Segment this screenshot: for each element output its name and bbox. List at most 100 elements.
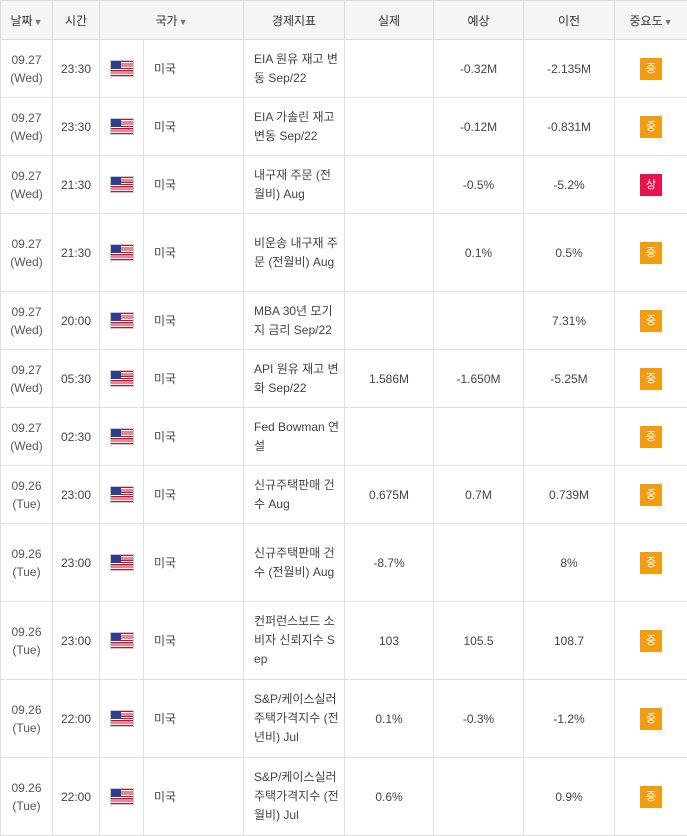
indicator-cell[interactable]: API 원유 재고 변화 Sep/22	[244, 350, 345, 408]
actual-cell: 1.586M	[345, 350, 434, 408]
actual-cell	[345, 40, 434, 98]
us-flag-icon	[111, 61, 133, 76]
indicator-cell[interactable]: 신규주택판매 건수 (전월비) Aug	[244, 524, 345, 602]
flag-cell	[100, 40, 144, 98]
time-cell: 23:30	[53, 40, 100, 98]
us-flag-icon	[111, 429, 133, 444]
date-value: 09.27	[1, 235, 52, 253]
indicator-column-header: 경제지표	[244, 1, 345, 40]
flag-cell	[100, 292, 144, 350]
time-cell: 02:30	[53, 408, 100, 466]
actual-cell	[345, 292, 434, 350]
flag-cell	[100, 350, 144, 408]
previous-cell: 8%	[524, 524, 615, 602]
indicator-cell[interactable]: S&P/케이스실러 주택가격지수 (전년비) Jul	[244, 680, 345, 758]
forecast-cell: -1.650M	[434, 350, 524, 408]
previous-cell: -0.831M	[524, 98, 615, 156]
date-value: 09.27	[1, 419, 52, 437]
importance-badge: 중	[640, 708, 662, 730]
importance-badge: 중	[640, 116, 662, 138]
header-row: 날짜▼ 시간 국가▼ 경제지표 실제 예상 이전 중요도▼	[1, 1, 687, 40]
country-cell: 미국	[144, 680, 244, 758]
forecast-cell: -0.3%	[434, 680, 524, 758]
time-cell: 23:00	[53, 602, 100, 680]
weekday-value: (Wed)	[1, 321, 52, 339]
importance-badge: 중	[640, 786, 662, 808]
importance-badge: 중	[640, 484, 662, 506]
date-value: 09.27	[1, 51, 52, 69]
country-cell: 미국	[144, 350, 244, 408]
us-flag-icon	[111, 633, 133, 648]
importance-badge: 중	[640, 426, 662, 448]
flag-cell	[100, 466, 144, 524]
indicator-cell[interactable]: EIA 가솔린 재고 변동 Sep/22	[244, 98, 345, 156]
importance-column-header[interactable]: 중요도▼	[615, 1, 687, 40]
indicator-cell[interactable]: S&P/케이스실러 주택가격지수 (전월비) Jul	[244, 758, 345, 836]
date-cell: 09.27(Wed)	[1, 408, 53, 466]
importance-cell: 중	[615, 350, 687, 408]
country-cell: 미국	[144, 214, 244, 292]
importance-cell: 중	[615, 758, 687, 836]
importance-cell: 상	[615, 156, 687, 214]
weekday-value: (Wed)	[1, 127, 52, 145]
time-cell: 20:00	[53, 292, 100, 350]
importance-badge: 중	[640, 630, 662, 652]
date-cell: 09.26(Tue)	[1, 758, 53, 836]
indicator-cell[interactable]: 컨퍼런스보드 소비자 신뢰지수 Sep	[244, 602, 345, 680]
country-cell: 미국	[144, 466, 244, 524]
importance-badge: 중	[640, 552, 662, 574]
date-cell: 09.27(Wed)	[1, 214, 53, 292]
date-value: 09.27	[1, 109, 52, 127]
actual-cell	[345, 98, 434, 156]
date-cell: 09.27(Wed)	[1, 40, 53, 98]
indicator-cell[interactable]: 신규주택판매 건수 Aug	[244, 466, 345, 524]
importance-badge: 중	[640, 58, 662, 80]
time-cell: 22:00	[53, 758, 100, 836]
country-column-header[interactable]: 국가▼	[100, 1, 244, 40]
forecast-cell: 105.5	[434, 602, 524, 680]
date-cell: 09.26(Tue)	[1, 680, 53, 758]
weekday-value: (Tue)	[1, 641, 52, 659]
previous-cell: 0.9%	[524, 758, 615, 836]
importance-cell: 중	[615, 524, 687, 602]
importance-cell: 중	[615, 680, 687, 758]
us-flag-icon	[111, 789, 133, 804]
indicator-cell[interactable]: 비운송 내구재 주문 (전월비) Aug	[244, 214, 345, 292]
date-value: 09.26	[1, 701, 52, 719]
forecast-column-header: 예상	[434, 1, 524, 40]
importance-cell: 중	[615, 292, 687, 350]
indicator-cell[interactable]: Fed Bowman 연설	[244, 408, 345, 466]
country-cell: 미국	[144, 156, 244, 214]
weekday-value: (Tue)	[1, 495, 52, 513]
flag-cell	[100, 524, 144, 602]
indicator-cell[interactable]: 내구재 주문 (전월비) Aug	[244, 156, 345, 214]
date-column-header[interactable]: 날짜▼	[1, 1, 53, 40]
sort-arrow-icon: ▼	[34, 17, 43, 27]
us-flag-icon	[111, 313, 133, 328]
importance-badge: 중	[640, 310, 662, 332]
date-value: 09.26	[1, 779, 52, 797]
weekday-value: (Tue)	[1, 563, 52, 581]
indicator-cell[interactable]: EIA 원유 재고 변동 Sep/22	[244, 40, 345, 98]
us-flag-icon	[111, 371, 133, 386]
sort-arrow-icon: ▼	[179, 17, 188, 27]
time-cell: 23:00	[53, 524, 100, 602]
forecast-cell	[434, 292, 524, 350]
weekday-value: (Wed)	[1, 69, 52, 87]
indicator-cell[interactable]: MBA 30년 모기지 금리 Sep/22	[244, 292, 345, 350]
weekday-value: (Wed)	[1, 437, 52, 455]
date-value: 09.27	[1, 167, 52, 185]
